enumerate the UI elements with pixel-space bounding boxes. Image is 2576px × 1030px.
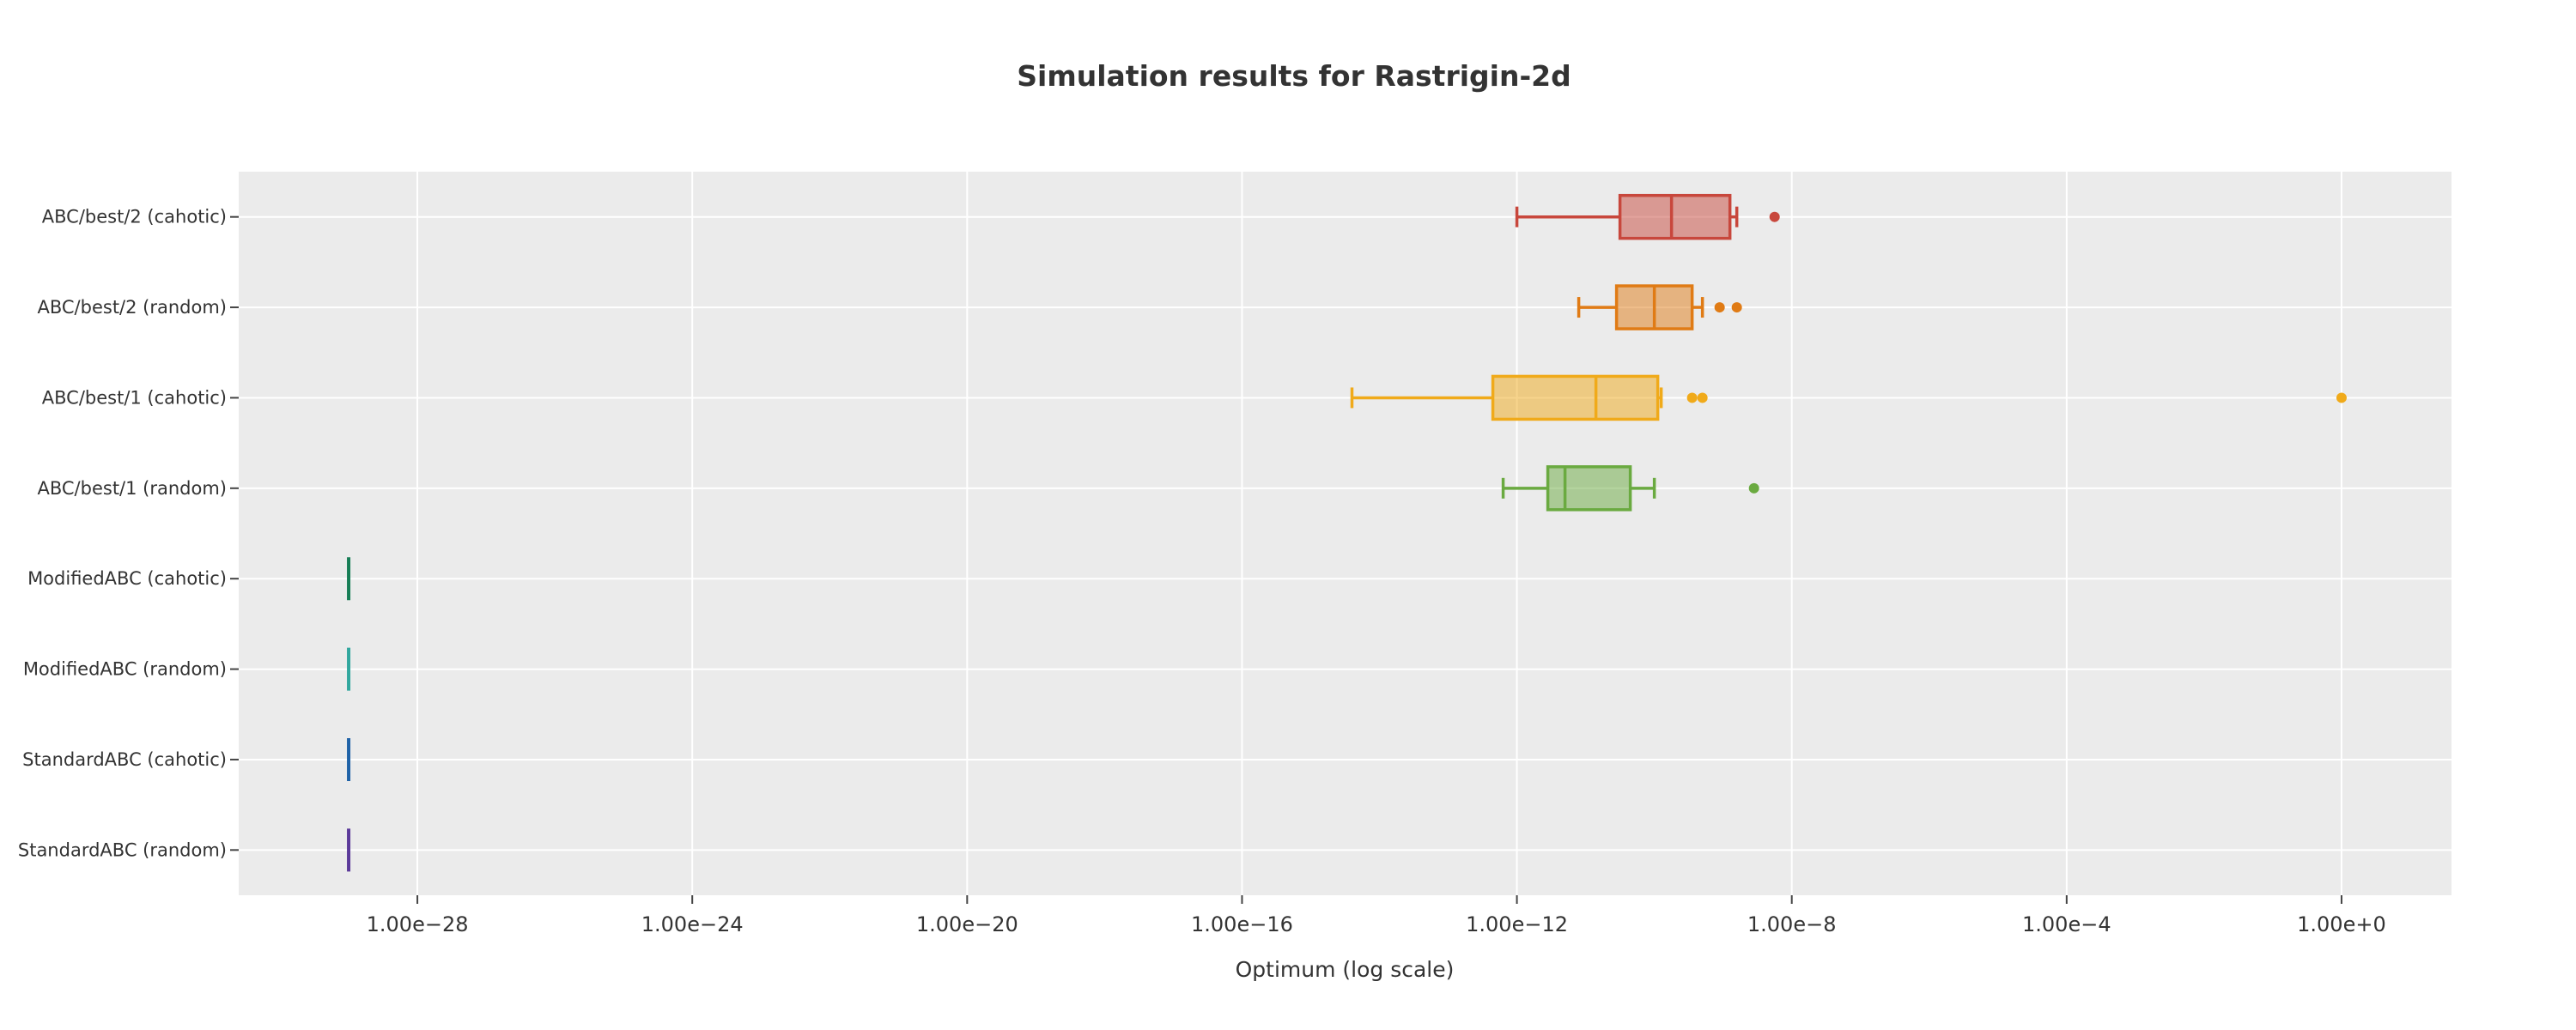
grid-layer [239, 172, 2451, 895]
plot-area [239, 172, 2451, 895]
x-axis-title: Optimum (log scale) [1236, 957, 1455, 982]
x-tick-label: 1.00e−16 [1191, 912, 1293, 936]
x-axis-ticks: 1.00e−28 1.00e−24 1.00e−20 1.00e−16 1.00e−12… [367, 895, 2386, 936]
y-category-label: ABC/best/2 (random) [37, 297, 227, 318]
box-layer [347, 193, 2347, 872]
x-tick-label: 1.00e−28 [367, 912, 469, 936]
box-trace [1515, 193, 1780, 240]
box-iqr [1546, 465, 1632, 512]
x-tick-label: 1.00e−12 [1466, 912, 1568, 936]
outlier-point [1714, 302, 1725, 313]
outlier-point [1769, 211, 1780, 222]
box-trace [1350, 374, 2347, 421]
y-category-label: ABC/best/1 (cahotic) [42, 387, 227, 408]
x-tick-label: 1.00e−20 [916, 912, 1018, 936]
x-tick-label: 1.00e−24 [641, 912, 744, 936]
y-category-label: ABC/best/2 (cahotic) [42, 207, 227, 227]
box-iqr [1618, 193, 1732, 240]
outlier-point [1686, 392, 1698, 403]
box-trace [1577, 284, 1742, 330]
x-tick-label: 1.00e−4 [2022, 912, 2111, 936]
outlier-point [2336, 392, 2347, 403]
x-tick-label: 1.00e+0 [2297, 912, 2386, 936]
y-category-label: StandardABC (random) [18, 839, 227, 860]
chart-title: Simulation results for Rastrigin-2d [1017, 59, 1571, 93]
y-category-label: ABC/best/1 (random) [37, 478, 227, 499]
y-category-label: ModifiedABC (cahotic) [27, 568, 227, 589]
y-category-label: StandardABC (cahotic) [22, 749, 227, 770]
box-trace [1501, 465, 1759, 512]
y-category-label: ModifiedABC (random) [23, 659, 227, 680]
outlier-point [1731, 302, 1742, 313]
x-tick-label: 1.00e−8 [1747, 912, 1837, 936]
y-axis-categories: ABC/best/2 (cahotic) ABC/best/2 (random) A… [18, 207, 239, 860]
box-iqr [1491, 374, 1660, 421]
outlier-point [1697, 392, 1708, 403]
outlier-point [1748, 482, 1759, 494]
